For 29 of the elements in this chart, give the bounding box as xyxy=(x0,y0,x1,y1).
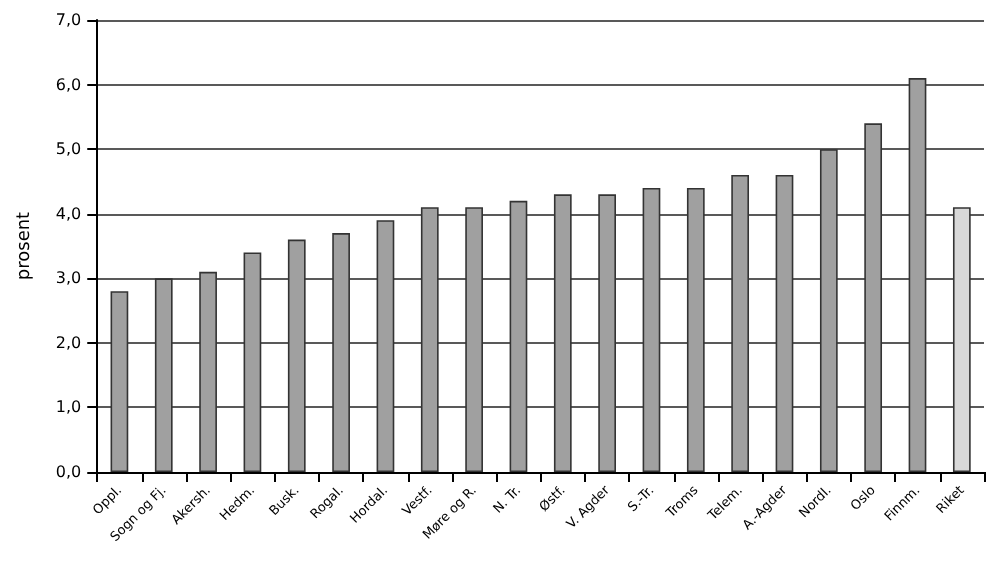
bar xyxy=(332,233,350,472)
bar xyxy=(376,220,395,472)
bar xyxy=(243,252,262,472)
bar xyxy=(420,207,439,472)
bar xyxy=(642,187,661,472)
y-tick-label: 3,0 xyxy=(55,269,82,288)
bar xyxy=(287,239,306,472)
y-tick-label: 5,0 xyxy=(55,140,82,159)
bar xyxy=(686,187,705,472)
bar xyxy=(199,271,217,472)
y-tick-label: 2,0 xyxy=(55,333,82,352)
y-tick-label: 7,0 xyxy=(55,11,82,29)
bar xyxy=(775,174,794,472)
y-tick-label: 6,0 xyxy=(55,75,82,94)
y-axis-title: prosent xyxy=(15,210,35,281)
bar xyxy=(819,149,838,472)
bar xyxy=(509,200,528,472)
y-tick-label: 0,0 xyxy=(55,463,82,481)
bar xyxy=(110,291,129,472)
y-tick-label: 4,0 xyxy=(55,204,82,223)
bar xyxy=(465,207,483,472)
bar xyxy=(864,123,883,472)
bar xyxy=(952,207,971,472)
bar xyxy=(598,194,616,472)
bar xyxy=(731,174,750,472)
bar xyxy=(553,194,572,472)
bar xyxy=(908,78,927,472)
bar xyxy=(154,278,173,472)
y-tick-label: 1,0 xyxy=(55,398,82,417)
